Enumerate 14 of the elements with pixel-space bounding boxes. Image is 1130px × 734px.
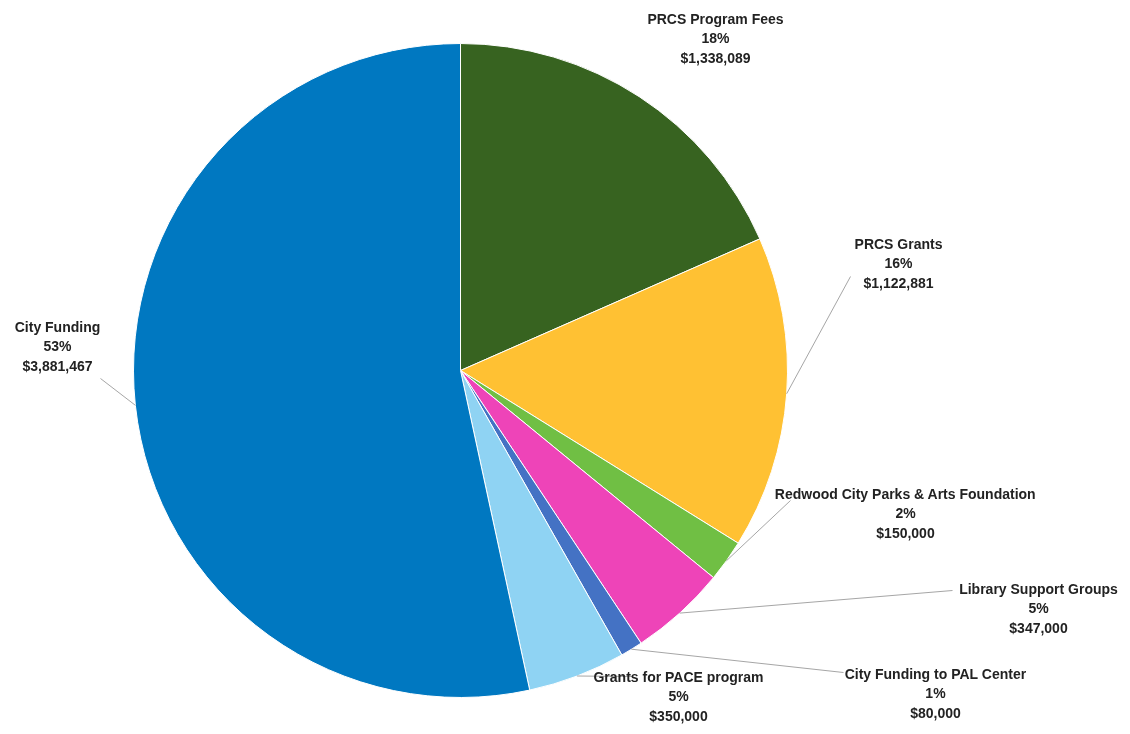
slice-label: Redwood City Parks & Arts Foundation xyxy=(774,485,1036,502)
data-label: 5% $347,000 xyxy=(1009,599,1068,637)
data-label: 18% $1,338,089 xyxy=(680,29,751,67)
data-label: 53% $3,881,467 xyxy=(22,337,93,375)
data-label: 1% $80,000 xyxy=(910,684,962,722)
data-label: 16% $1,122,881 xyxy=(863,254,934,292)
slice-label: PRCS Program Fees xyxy=(647,10,784,27)
slice-label: City Funding xyxy=(14,318,101,335)
slice-label: Grants for PACE program xyxy=(593,668,764,685)
slice-label: PRCS Grants xyxy=(854,235,943,252)
slice-label: Library Support Groups xyxy=(959,580,1119,597)
data-label: 5% $350,000 xyxy=(649,687,708,725)
slice-label: City Funding to PAL Center xyxy=(844,665,1027,682)
data-label: 2% $150,000 xyxy=(876,504,935,542)
